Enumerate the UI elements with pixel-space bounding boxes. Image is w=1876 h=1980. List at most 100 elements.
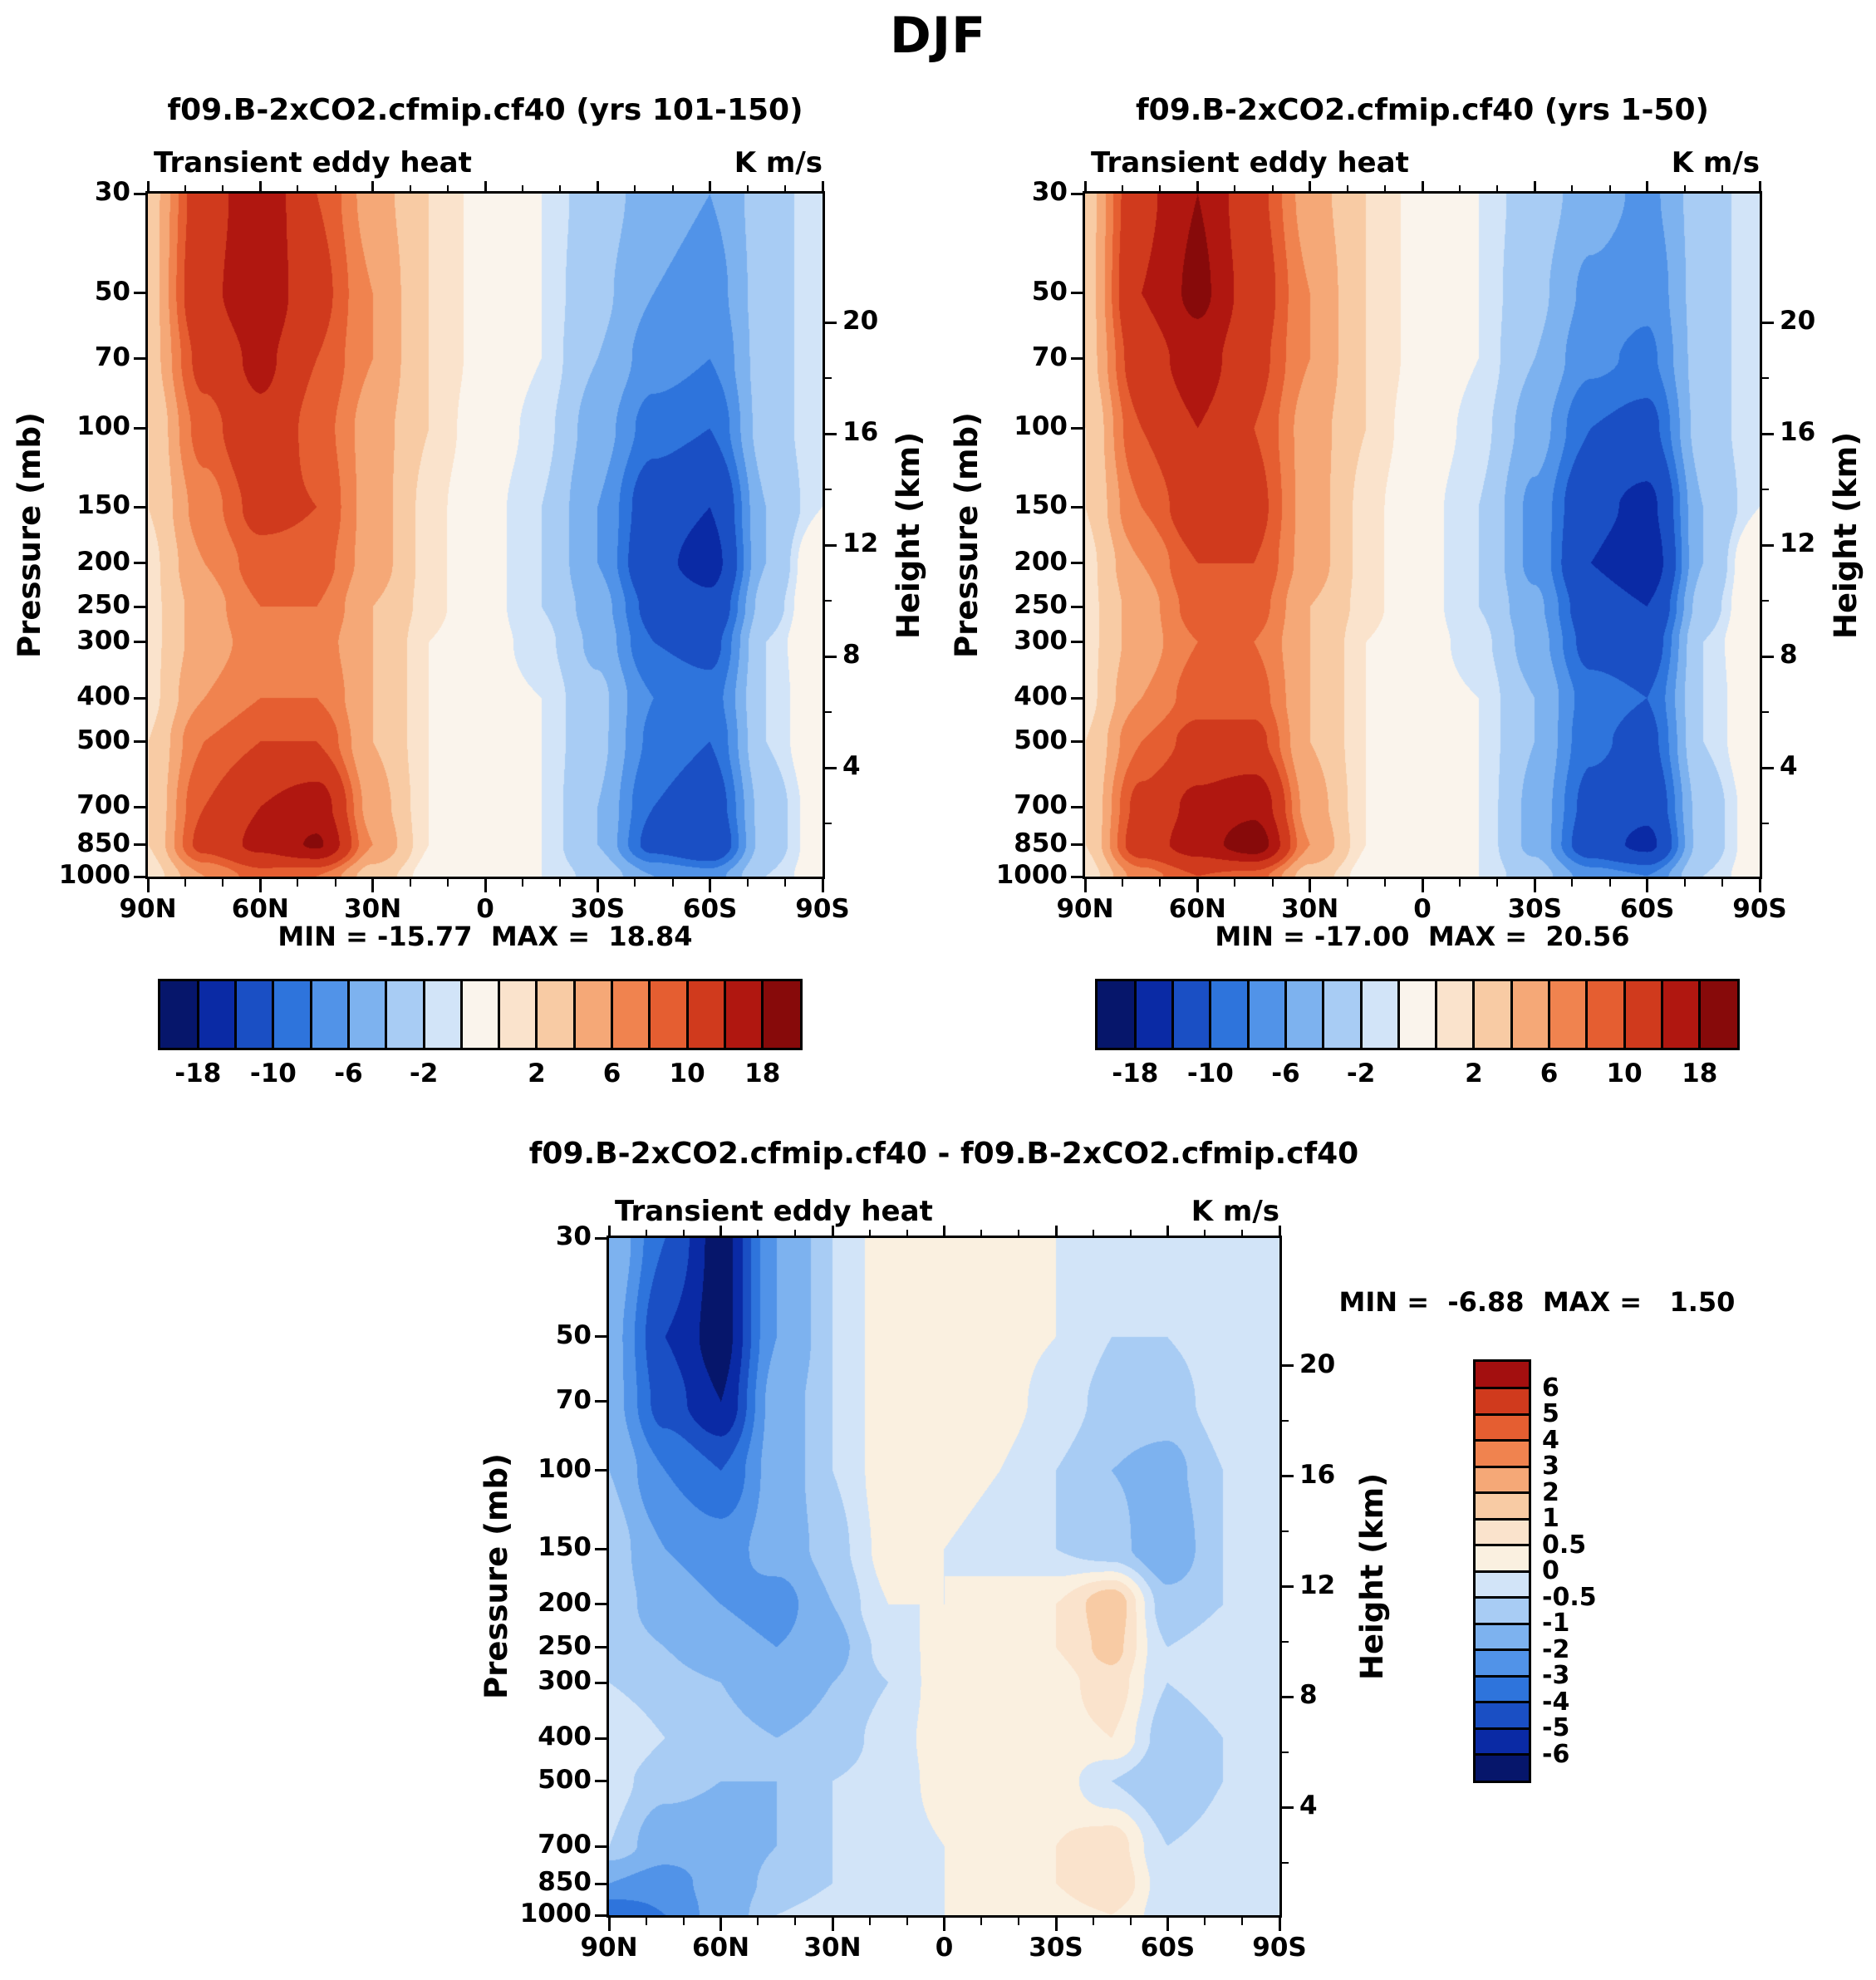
colorbar-separator: [1623, 981, 1626, 1048]
lat-tick-label: 90N: [580, 1933, 638, 1963]
colorbar-separator: [1548, 981, 1551, 1048]
height-tick-label: 8: [1780, 640, 1798, 671]
lat-axis-tick: [596, 879, 599, 892]
pressure-tick-label: 150: [76, 490, 130, 521]
pressure-axis-tick: [1071, 843, 1083, 847]
colorbar-tick-label: 6: [1540, 1059, 1559, 1088]
colorbar-separator: [1476, 1674, 1529, 1678]
height-tick-label: 16: [1299, 1459, 1336, 1490]
lat-tick-label: 60N: [231, 894, 289, 924]
colorbar-separator: [1476, 1517, 1529, 1521]
colorbar-tick-label: -3: [1542, 1661, 1570, 1690]
pressure-tick-label: 1000: [995, 860, 1068, 890]
height-tick-label: 8: [1299, 1680, 1318, 1711]
pressure-axis-tick: [134, 805, 145, 808]
lat-axis-tick: [1346, 879, 1348, 887]
colorbar-cell: [536, 981, 575, 1048]
colorbar-cell: [1210, 981, 1249, 1048]
height-tick-label: 12: [1780, 528, 1816, 559]
lat-tick-label: 90S: [1732, 894, 1787, 924]
height-axis-tick: [825, 432, 837, 435]
colorbar-separator: [535, 981, 538, 1048]
colorbar-separator: [723, 981, 726, 1048]
pressure-tick-label: 700: [538, 1830, 592, 1860]
panel3-title: f09.B-2xCO2.cfmip.cf40 - f09.B-2xCO2.cfm…: [528, 1137, 1359, 1171]
height-axis-tick: [1762, 321, 1774, 324]
lat-axis-tick: [868, 1918, 871, 1925]
colorbar-tick-label: -18: [1112, 1059, 1159, 1088]
lat-axis-tick: [1129, 1918, 1132, 1925]
pressure-tick-label: 500: [538, 1764, 592, 1795]
lat-axis-tick: [1054, 1918, 1058, 1931]
colorbar-cell: [1476, 1388, 1529, 1414]
lat-axis-tick-top: [1421, 181, 1424, 191]
lat-axis-tick: [334, 879, 336, 887]
colorbar-separator: [1698, 981, 1702, 1048]
lat-axis-tick: [1196, 879, 1199, 892]
colorbar-cell: [1549, 981, 1587, 1048]
pressure-axis-tick: [595, 1845, 607, 1848]
height-axis-minor-tick: [1762, 823, 1769, 825]
pressure-axis-tick: [595, 1236, 607, 1240]
lat-axis-tick: [1533, 879, 1536, 892]
pressure-axis-tick: [1071, 192, 1083, 195]
lat-axis-tick: [222, 879, 224, 887]
pressure-axis-tick: [595, 1603, 607, 1606]
pressure-axis-tick: [134, 641, 145, 644]
lat-axis-tick-top: [634, 185, 636, 191]
pressure-tick-label: 1000: [58, 860, 130, 890]
lat-tick-label: 30N: [803, 1933, 862, 1963]
lat-tick-label: 90N: [119, 894, 177, 924]
pressure-tick-label: 250: [76, 590, 130, 621]
pressure-axis-tick: [595, 1780, 607, 1783]
lat-tick-label: 60S: [682, 894, 738, 924]
pressure-tick-label: 200: [1014, 546, 1068, 577]
lat-axis-tick-top: [1241, 1230, 1244, 1236]
lat-axis-tick: [821, 879, 824, 892]
height-axis-tick: [1762, 766, 1774, 769]
lat-axis-tick: [1309, 879, 1312, 892]
lat-axis-tick: [607, 1918, 611, 1931]
pressure-axis-tick: [1071, 562, 1083, 565]
pressure-tick-label: 30: [94, 177, 130, 207]
pressure-axis-tick: [1071, 292, 1083, 295]
lat-axis-tick-top: [757, 1230, 759, 1236]
height-axis-minor-tick: [825, 600, 832, 602]
pressure-tick-label: 70: [555, 1384, 592, 1415]
lat-tick-label: 0: [1413, 894, 1432, 924]
panel1-plot-frame: [145, 191, 825, 879]
lat-axis-tick-top: [671, 185, 674, 191]
lat-axis-tick: [943, 1918, 945, 1931]
pressure-axis-tick: [595, 1882, 607, 1885]
lat-axis-tick-top: [1166, 1226, 1169, 1236]
colorbar-cell: [235, 981, 273, 1048]
colorbar-tick-label: 4: [1542, 1425, 1559, 1455]
panel2-minmax-stats: MIN = -17.00 MAX = 20.56: [1215, 921, 1630, 952]
panel1-contour-canvas: [148, 194, 823, 877]
lat-axis-tick-top: [1533, 181, 1536, 191]
height-tick-label: 8: [842, 640, 861, 671]
lat-tick-label: 30S: [1507, 894, 1563, 924]
lat-axis-tick: [484, 879, 487, 892]
height-axis-minor-tick: [1282, 1751, 1289, 1753]
lat-axis-tick-top: [334, 185, 336, 191]
pressure-tick-label: 250: [1014, 590, 1068, 621]
colorbar-tick-label: 0: [1542, 1556, 1559, 1585]
lat-axis-tick: [1758, 879, 1761, 892]
panel2-field-label: Transient eddy heat: [1091, 146, 1409, 179]
height-axis-tick: [825, 543, 837, 547]
colorbar-separator: [1209, 981, 1212, 1048]
lat-axis-tick-top: [1083, 181, 1087, 191]
pressure-axis-tick: [595, 1681, 607, 1684]
colorbar-tick-label: -6: [334, 1059, 363, 1088]
lat-axis-tick: [1646, 879, 1649, 892]
pressure-axis-tick: [1071, 875, 1083, 878]
lat-axis-tick-top: [1278, 1226, 1281, 1236]
lat-axis-tick: [671, 879, 674, 887]
lat-axis-tick: [1122, 879, 1124, 887]
lat-axis-tick-top: [1196, 181, 1199, 191]
lat-axis-tick: [906, 1918, 908, 1925]
colorbar-tick-label: -10: [249, 1059, 297, 1088]
colorbar-tick-label: -1: [1542, 1609, 1570, 1638]
lat-axis-tick: [1083, 879, 1087, 892]
